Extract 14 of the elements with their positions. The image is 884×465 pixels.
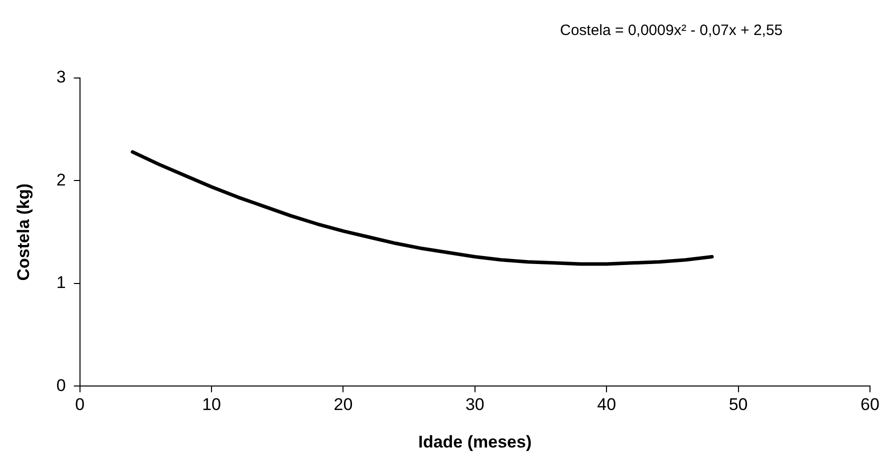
- text: Costela = 0,0009x² - 0,07x + 2,55: [560, 22, 783, 39]
- x-tick-label: 40: [597, 395, 616, 414]
- y-tick-label: 3: [56, 68, 66, 87]
- y-tick-label: 0: [56, 376, 66, 395]
- x-tick-label: 60: [860, 395, 880, 414]
- y-tick-label: 1: [56, 273, 66, 292]
- x-tick-label: 20: [334, 395, 353, 414]
- x-tick-label: 0: [75, 395, 85, 414]
- y-tick-label: 2: [56, 170, 66, 190]
- x-tick-label: 10: [202, 395, 222, 414]
- x-tick-label: 30: [465, 395, 484, 414]
- y-axis-title: Costela (kg): [14, 183, 33, 281]
- x-axis-title: Idade (meses): [418, 432, 532, 452]
- x-tick-label: 50: [728, 395, 748, 414]
